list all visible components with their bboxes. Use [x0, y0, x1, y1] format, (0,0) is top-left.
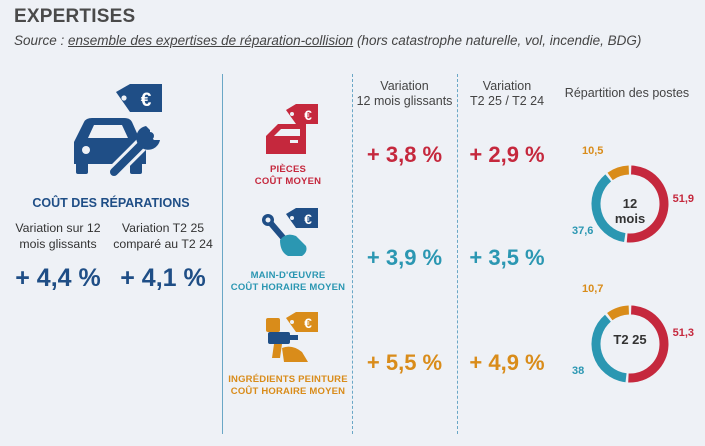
summary-left-label-line1: Variation sur 12 [15, 221, 101, 235]
row-peinture-label: INGRÉDIENTS PEINTURE COÛT HORAIRE MOYEN [226, 374, 350, 398]
donut-label-peinture: 10,5 [582, 145, 603, 157]
donut-12m-center-label: 12 mois [614, 196, 646, 226]
row-peinture-label-line2: COÛT HORAIRE MOYEN [230, 386, 346, 397]
summary-left-label: Variation sur 12 mois glissants [6, 220, 110, 252]
row-pieces-label-line1: PIÈCES [269, 164, 307, 175]
donut-label-main-oeuvre: 38 [572, 365, 584, 377]
car-door-euro-icon: € [262, 102, 322, 158]
summary-title: COÛT DES RÉPARATIONS [32, 196, 190, 210]
paint-gun-euro-icon: € [262, 310, 322, 366]
svg-text:€: € [304, 107, 312, 123]
donut-slice-peinture [607, 305, 630, 321]
col-header-repartition: Répartition des postes [564, 86, 690, 100]
donut-chart-12m: 51,9 37,6 10,5 [572, 145, 694, 243]
source-prefix: Source : [14, 33, 69, 48]
summary-left-value: + 4,4 % [15, 264, 101, 292]
svg-text:€: € [304, 315, 312, 331]
col-header-12m-line2: 12 mois glissants [356, 94, 453, 108]
donut-slice-main-oeuvre [591, 314, 627, 383]
summary-left-label-line2: mois glissants [19, 237, 97, 251]
row-pieces-label: PIÈCES COÛT MOYEN [226, 164, 350, 188]
row-pieces-label-line2: COÛT MOYEN [254, 176, 322, 187]
row-mo-var12: + 3,9 % [366, 245, 443, 270]
donut-slice-peinture [607, 165, 630, 181]
source-exclusions: (hors catastrophe naturelle, vol, incend… [353, 33, 642, 48]
donut-label-peinture: 10,7 [582, 283, 603, 295]
summary-right-value: + 4,1 % [120, 264, 206, 292]
donut-slice-main-oeuvre [591, 174, 626, 243]
summary-right-label-line1: Variation T2 25 [121, 221, 205, 235]
donut-label-main-oeuvre: 37,6 [572, 225, 593, 237]
row-pieces-var12: + 3,8 % [366, 142, 443, 167]
row-mo-label: MAIN-D'ŒUVRE COÛT HORAIRE MOYEN [226, 270, 350, 294]
row-mo-vart2: + 3,5 % [469, 245, 545, 270]
donut-chart-t2: 51,3 38 10,7 [572, 283, 694, 383]
col-header-12m-line1: Variation [380, 79, 429, 93]
donut-slice-pieces [628, 305, 669, 383]
summary-right-label-line2: comparé au T2 24 [113, 237, 213, 251]
source-scope: ensemble des expertises de réparation-co… [68, 33, 354, 48]
row-peinture-vart2: + 4,9 % [469, 350, 545, 375]
car-wrench-euro-icon: € [60, 82, 170, 178]
row-pieces-vart2: + 2,9 % [469, 142, 545, 167]
col-header-t2: Variation T2 25 / T2 24 [457, 79, 557, 109]
row-peinture-label-line1: INGRÉDIENTS PEINTURE [228, 374, 348, 385]
row-mo-label-line1: MAIN-D'ŒUVRE [250, 270, 326, 281]
separator-left [222, 74, 223, 434]
separator-col1 [352, 74, 353, 434]
row-mo-label-line2: COÛT HORAIRE MOYEN [230, 282, 346, 293]
row-peinture-var12: + 5,5 % [366, 350, 443, 375]
hand-wrench-euro-icon: € [262, 206, 322, 260]
donut-label-pieces: 51,9 [673, 193, 694, 205]
col-header-12m: Variation 12 mois glissants [352, 79, 457, 109]
svg-text:€: € [304, 211, 312, 227]
page-title: EXPERTISES [14, 6, 136, 27]
col-header-t2-line1: Variation [482, 79, 532, 93]
source-note: Source : ensemble des expertises de répa… [14, 33, 641, 48]
summary-right-label: Variation T2 25 comparé au T2 24 [110, 220, 216, 252]
col-header-t2-line2: T2 25 / T2 24 [469, 94, 545, 108]
donut-slice-pieces [626, 165, 669, 243]
svg-text:€: € [141, 90, 152, 111]
donut-t2-center-label: T2 25 [613, 332, 647, 347]
separator-col2 [457, 74, 458, 434]
donut-label-pieces: 51,3 [673, 327, 694, 339]
